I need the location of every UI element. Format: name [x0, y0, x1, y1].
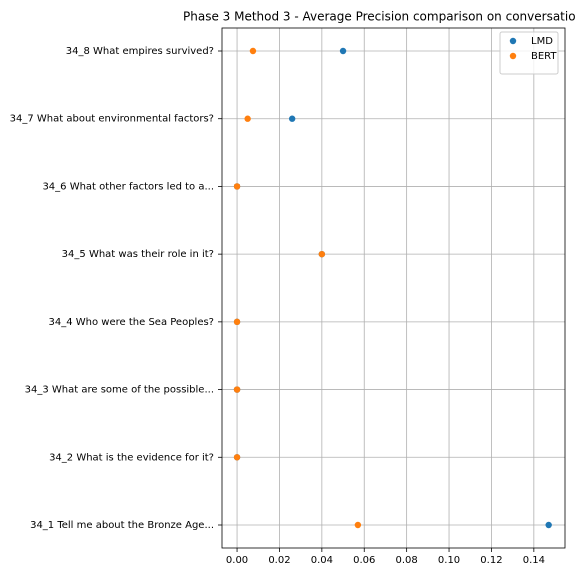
legend-label: LMD — [531, 36, 553, 47]
y-tick-label: 34_8 What empires survived? — [66, 46, 214, 57]
point — [233, 454, 241, 461]
point — [354, 521, 362, 529]
point — [233, 318, 241, 326]
x-tick-label: 0.08 — [396, 555, 418, 566]
y-tick-label: 34_5 What was their role in it? — [62, 249, 214, 260]
point — [339, 47, 347, 55]
y-tick-label: 34_3 What are some of the possible... — [25, 385, 214, 396]
x-tick-label: 0.04 — [311, 555, 333, 566]
x-tick-label: 0.10 — [438, 555, 460, 566]
chart-title: Phase 3 Method 3 - Average Precision com… — [183, 10, 576, 24]
point — [244, 115, 251, 122]
y-tick-label: 34_1 Tell me about the Bronze Age... — [30, 520, 214, 531]
legend-marker — [509, 37, 517, 45]
y-tick-label: 34_2 What is the evidence for it? — [49, 452, 214, 463]
grid — [222, 28, 565, 548]
x-tick-label: 0.02 — [268, 555, 290, 566]
legend-label: BERT — [531, 51, 557, 62]
y-tick-label: 34_7 What about environmental factors? — [10, 114, 214, 125]
point — [545, 521, 552, 529]
point — [288, 115, 296, 122]
y-tick-label: 34_4 Who were the Sea Peoples? — [49, 317, 214, 328]
point — [233, 183, 241, 190]
y-tick-label: 34_6 What other factors led to a... — [42, 181, 214, 192]
plot-frame — [221, 27, 566, 549]
x-tick-label: 0.00 — [226, 555, 248, 566]
x-tick-label: 0.12 — [480, 555, 502, 566]
x-tick-label: 0.14 — [523, 555, 545, 566]
legend-marker — [509, 52, 517, 60]
point — [249, 47, 257, 55]
x-tick-label: 0.06 — [353, 555, 375, 566]
point — [233, 386, 241, 393]
point — [318, 250, 326, 258]
